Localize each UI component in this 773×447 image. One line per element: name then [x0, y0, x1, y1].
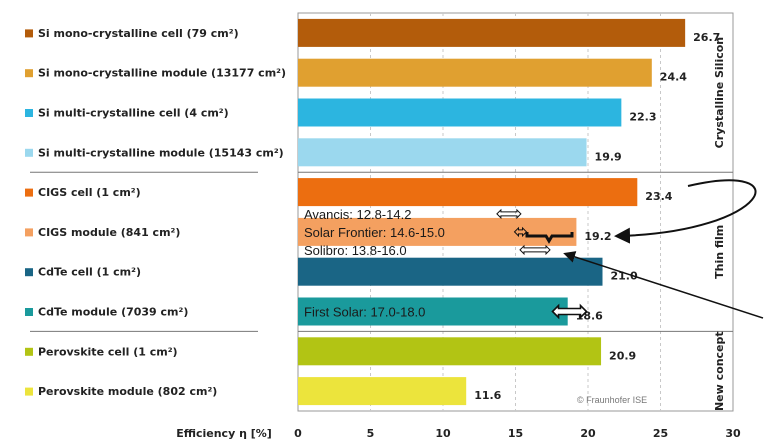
bar-value-label: 19.2 — [584, 230, 611, 243]
bar-value-label: 26.7 — [693, 31, 720, 44]
legend-swatch — [25, 387, 33, 396]
category-label: CdTe cell (1 cm²) — [38, 266, 141, 279]
bar — [298, 138, 587, 167]
x-tick-label: 20 — [580, 427, 596, 440]
diagonal-arrow — [563, 251, 764, 319]
x-axis-label: Efficiency η [%] — [176, 427, 272, 440]
legend-swatch — [25, 188, 33, 197]
bar — [298, 18, 686, 47]
x-tick-label: 10 — [435, 427, 451, 440]
legend-swatch — [25, 148, 33, 157]
legend-swatch — [25, 29, 33, 38]
bar — [298, 217, 577, 246]
category-labels: Si mono-crystalline cell (79 cm²) Si mono… — [25, 27, 286, 398]
annotation-text: Avancis: 12.8-14.2 — [304, 207, 411, 222]
bars: 26.724.422.319.923.419.221.018.620.911.6 — [298, 18, 720, 406]
category-label: CdTe module (7039 cm²) — [38, 306, 188, 319]
bar-value-label: 24.4 — [660, 71, 687, 84]
annotations: Avancis: 12.8-14.2 Solar Frontier: 14.6-1… — [304, 207, 588, 320]
bar-value-label: 11.6 — [474, 389, 501, 402]
category-label: Perovskite cell (1 cm²) — [38, 345, 178, 358]
legend-swatch — [25, 228, 33, 237]
range-arrow-icon — [519, 244, 551, 256]
cigs-curved-arrow — [614, 179, 757, 244]
category-label: Si multi-crystalline cell (4 cm²) — [38, 107, 229, 120]
bar-value-label: 22.3 — [629, 111, 656, 124]
legend-swatch — [25, 69, 33, 78]
range-arrow-icon — [496, 208, 522, 220]
category-label: Si mono-crystalline module (13177 cm²) — [38, 67, 286, 80]
legend-swatch — [25, 268, 33, 277]
x-tick-label: 15 — [508, 427, 523, 440]
category-label: Si multi-crystalline module (15143 cm²) — [38, 146, 284, 159]
legend-swatch — [25, 308, 33, 316]
bar-value-label: 20.9 — [609, 349, 636, 362]
range-arrow-icon — [513, 226, 528, 238]
category-label: Si mono-crystalline cell (79 cm²) — [38, 27, 239, 40]
bar — [298, 257, 603, 286]
annotation-text: Solar Frontier: 14.6-15.0 — [304, 225, 445, 240]
legend-swatch — [25, 109, 33, 117]
legend-swatch — [25, 347, 33, 356]
x-tick-label: 25 — [653, 427, 668, 440]
group-label: Thin film — [713, 225, 726, 279]
category-label: CIGS cell (1 cm²) — [38, 186, 141, 199]
group-labels: Crystalline Silicon Thin film New concept — [713, 37, 726, 411]
range-arrow-icon — [551, 303, 588, 320]
cigs-bracket — [525, 232, 574, 244]
category-label: Perovskite module (802 cm²) — [38, 385, 217, 398]
group-label: Crystalline Silicon — [713, 37, 726, 148]
bar — [298, 178, 638, 207]
group-separators — [30, 171, 733, 332]
x-tick-label: 5 — [367, 427, 375, 440]
bar — [298, 337, 602, 366]
annotation-text: Solibro: 13.8-16.0 — [304, 243, 407, 258]
bar — [298, 297, 568, 326]
x-tick-label: 0 — [294, 427, 302, 440]
bar — [298, 58, 652, 87]
x-tick-label: 30 — [725, 427, 741, 440]
bar-value-label: 21.0 — [611, 270, 638, 283]
annotation-text: First Solar: 17.0-18.0 — [304, 305, 425, 320]
bar — [298, 98, 622, 127]
copyright: © Fraunhofer ISE — [577, 395, 647, 405]
bar — [298, 377, 467, 406]
group-label: New concept — [713, 331, 726, 411]
category-label: CIGS module (841 cm²) — [38, 226, 180, 239]
bar-value-label: 23.4 — [645, 190, 672, 203]
x-axis-ticks: 0 5 10 15 20 25 30 — [294, 427, 741, 440]
bar-value-label: 19.9 — [595, 150, 622, 163]
